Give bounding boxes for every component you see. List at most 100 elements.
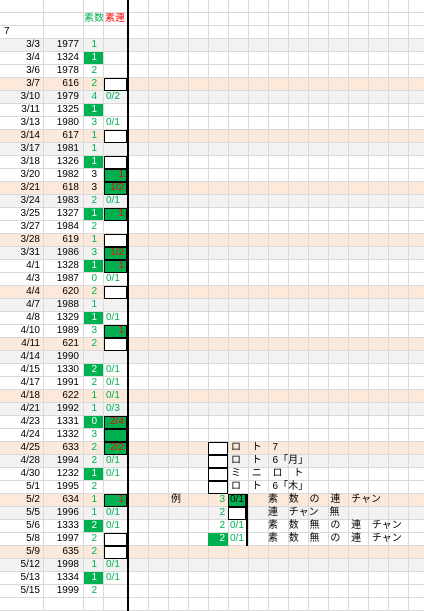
- prime-streak-cell[interactable]: [104, 130, 127, 143]
- prime-streak-cell[interactable]: [104, 429, 127, 442]
- prime-count-cell[interactable]: 1: [84, 104, 104, 116]
- draw-number-cell[interactable]: 1232: [44, 468, 84, 480]
- prime-streak-cell[interactable]: [104, 65, 127, 77]
- prime-streak-cell[interactable]: 0/1: [106, 520, 120, 531]
- draw-number-cell[interactable]: 1324: [44, 52, 84, 64]
- prime-streak-cell[interactable]: 2/2: [104, 442, 127, 455]
- legend-example-streak[interactable]: 0/1: [228, 494, 246, 507]
- prime-streak-cell[interactable]: 0/1: [106, 377, 120, 388]
- legend-example-streak[interactable]: 0/1: [230, 520, 244, 531]
- prime-streak-cell[interactable]: 1: [104, 325, 127, 338]
- prime-count-cell[interactable]: 3: [84, 325, 104, 337]
- draw-number-cell[interactable]: 1982: [44, 169, 84, 181]
- draw-number-cell[interactable]: 1978: [44, 65, 84, 77]
- date-cell[interactable]: 3/20: [0, 169, 44, 181]
- draw-number-cell[interactable]: 1999: [44, 585, 84, 597]
- corner-value-cell[interactable]: 7: [0, 26, 44, 38]
- prime-streak-cell[interactable]: [104, 481, 127, 493]
- date-cell[interactable]: 4/7: [0, 299, 44, 311]
- prime-streak-cell[interactable]: [104, 78, 127, 91]
- date-cell[interactable]: 3/7: [0, 78, 44, 90]
- empty-cell[interactable]: [44, 598, 84, 610]
- prime-count-cell[interactable]: 2: [84, 377, 104, 389]
- draw-number-cell[interactable]: 1989: [44, 325, 84, 337]
- prime-streak-cell[interactable]: 0/1: [106, 117, 120, 128]
- date-cell[interactable]: 4/24: [0, 429, 44, 441]
- legend-example-count[interactable]: 2: [219, 520, 225, 531]
- date-cell[interactable]: 3/14: [0, 130, 44, 142]
- date-cell[interactable]: 5/8: [0, 533, 44, 545]
- prime-count-cell[interactable]: 3: [84, 429, 104, 441]
- prime-count-cell[interactable]: 1: [84, 234, 104, 246]
- prime-streak-cell[interactable]: 0/1: [106, 312, 120, 323]
- prime-streak-cell[interactable]: 0/1: [106, 195, 120, 206]
- draw-number-cell[interactable]: 1980: [44, 117, 84, 129]
- draw-number-cell[interactable]: 1994: [44, 455, 84, 467]
- prime-count-cell[interactable]: 2: [84, 338, 104, 350]
- date-cell[interactable]: 4/3: [0, 273, 44, 285]
- draw-number-cell[interactable]: 1983: [44, 195, 84, 207]
- draw-number-cell[interactable]: 616: [44, 78, 84, 90]
- prime-count-cell[interactable]: 3: [84, 182, 104, 194]
- date-cell[interactable]: 4/15: [0, 364, 44, 376]
- prime-streak-cell[interactable]: 0/1: [106, 455, 120, 466]
- empty-cell[interactable]: [84, 0, 104, 12]
- legend-example-label-text[interactable]: 素 数 の 連 チャン: [268, 494, 382, 505]
- empty-cell[interactable]: [84, 26, 104, 38]
- prime-streak-cell[interactable]: 0/1: [106, 572, 120, 583]
- date-cell[interactable]: 4/25: [0, 442, 44, 454]
- legend-lottery-label[interactable]: ロ ト 6「木」: [231, 481, 309, 492]
- prime-count-cell[interactable]: 2: [84, 546, 104, 558]
- draw-number-cell[interactable]: 1981: [44, 143, 84, 155]
- prime-streak-cell[interactable]: [104, 104, 127, 116]
- prime-count-cell[interactable]: 1: [84, 494, 104, 506]
- prime-streak-cell[interactable]: 1: [104, 208, 127, 221]
- prime-streak-cell[interactable]: [104, 546, 127, 559]
- draw-number-cell[interactable]: 1979: [44, 91, 84, 103]
- prime-count-cell[interactable]: 1: [84, 390, 104, 402]
- legend-swatch[interactable]: [208, 442, 228, 455]
- prime-count-cell[interactable]: 1: [84, 299, 104, 311]
- prime-streak-cell[interactable]: 0/1: [106, 559, 120, 570]
- legend-example-label[interactable]: 例: [171, 494, 181, 505]
- legend-example-streak[interactable]: 0/1: [230, 533, 244, 544]
- date-cell[interactable]: 4/10: [0, 325, 44, 337]
- date-cell[interactable]: 4/11: [0, 338, 44, 350]
- draw-number-cell[interactable]: 1997: [44, 533, 84, 545]
- legend-example-streak[interactable]: [228, 507, 246, 520]
- prime-count-cell[interactable]: 2: [84, 286, 104, 298]
- prime-streak-cell[interactable]: 1/2: [104, 182, 127, 195]
- draw-number-cell[interactable]: 1984: [44, 221, 84, 233]
- prime-count-cell[interactable]: 2: [84, 481, 104, 493]
- prime-count-cell[interactable]: 2: [84, 364, 104, 376]
- empty-cell[interactable]: [104, 0, 127, 12]
- prime-count-cell[interactable]: 1: [84, 143, 104, 155]
- date-cell[interactable]: 5/12: [0, 559, 44, 571]
- date-cell[interactable]: 4/17: [0, 377, 44, 389]
- date-cell[interactable]: 4/30: [0, 468, 44, 480]
- prime-count-cell[interactable]: 1: [84, 468, 104, 480]
- prime-count-cell[interactable]: 2: [84, 195, 104, 207]
- date-cell[interactable]: 3/3: [0, 39, 44, 51]
- prime-count-cell[interactable]: 4: [84, 91, 104, 103]
- prime-streak-header[interactable]: 素連: [105, 13, 125, 24]
- prime-count-cell[interactable]: 1: [84, 403, 104, 415]
- prime-count-cell[interactable]: 0: [84, 273, 104, 285]
- prime-count-cell[interactable]: 1: [84, 52, 104, 64]
- prime-streak-cell[interactable]: 1: [104, 169, 127, 182]
- prime-count-header[interactable]: 素数: [84, 13, 104, 25]
- prime-count-cell[interactable]: 1: [84, 572, 104, 584]
- draw-number-cell[interactable]: 621: [44, 338, 84, 350]
- date-cell[interactable]: 5/6: [0, 520, 44, 532]
- draw-number-cell[interactable]: 620: [44, 286, 84, 298]
- prime-count-cell[interactable]: 2: [84, 585, 104, 597]
- prime-count-cell[interactable]: 1: [84, 39, 104, 51]
- date-cell[interactable]: 5/9: [0, 546, 44, 558]
- empty-cell[interactable]: [44, 13, 84, 25]
- draw-number-cell[interactable]: 1328: [44, 260, 84, 272]
- date-cell[interactable]: 3/18: [0, 156, 44, 168]
- prime-streak-cell[interactable]: 0/1: [106, 390, 120, 401]
- prime-count-cell[interactable]: 3: [84, 247, 104, 259]
- draw-number-cell[interactable]: 619: [44, 234, 84, 246]
- draw-number-cell[interactable]: 1331: [44, 416, 84, 428]
